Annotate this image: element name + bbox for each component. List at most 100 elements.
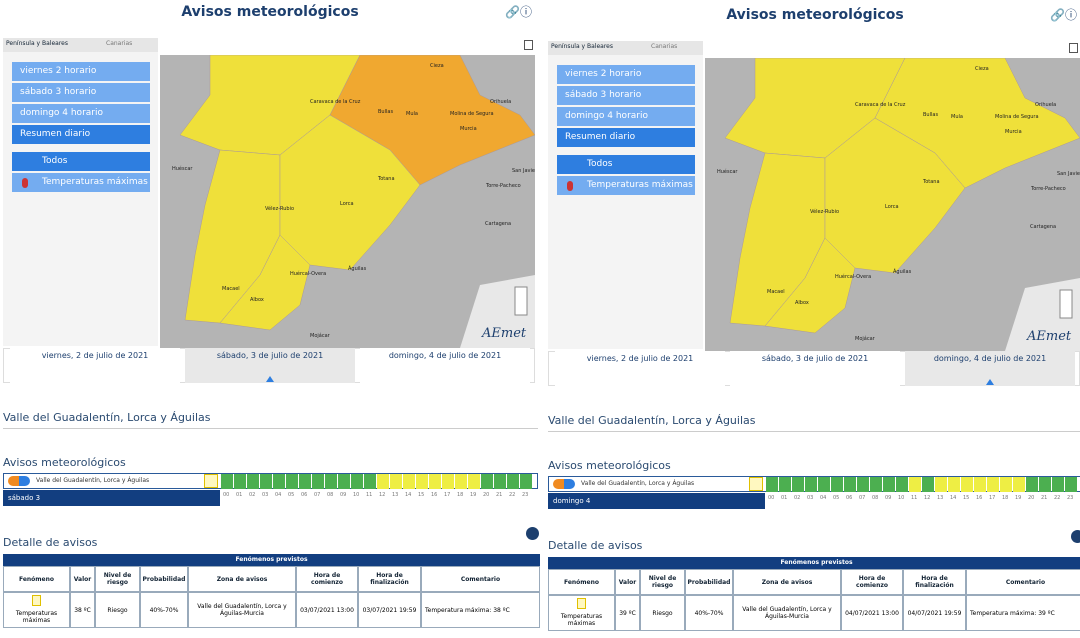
map-label: Cieza bbox=[430, 63, 444, 69]
map-label: Albox bbox=[795, 300, 809, 306]
map-label: Vélez-Rubio bbox=[265, 205, 294, 212]
hour-label: 16 bbox=[431, 492, 438, 498]
map-label: Cartagena bbox=[1030, 224, 1056, 230]
table-cell: 38 ºC bbox=[70, 592, 95, 628]
hour-label: 04 bbox=[275, 492, 282, 498]
title: Avisos meteorológicos bbox=[181, 4, 359, 20]
hour-label: 13 bbox=[392, 492, 399, 498]
region-tab[interactable]: Canarias bbox=[106, 40, 133, 47]
zoom-control bbox=[1059, 289, 1073, 319]
menu-item[interactable]: domingo 4 horario bbox=[557, 107, 695, 126]
map-label: Lorca bbox=[340, 201, 354, 207]
map-label: Orihuela bbox=[1035, 102, 1056, 108]
hour-cell bbox=[935, 477, 947, 492]
link-icon: 🔗ⓘ bbox=[1050, 8, 1077, 22]
map-label: San Javier bbox=[512, 168, 535, 174]
day-tab[interactable]: viernes, 2 de julio de 2021 bbox=[10, 348, 180, 383]
download-icon bbox=[1071, 530, 1080, 543]
map-label: Molina de Segura bbox=[450, 111, 494, 117]
timeline-day: domingo 4 bbox=[548, 493, 765, 509]
zone-heading: Valle del Guadalentín, Lorca y Águilas bbox=[548, 414, 756, 427]
table-cell: 39 ºC bbox=[615, 595, 640, 631]
hour-cell bbox=[390, 474, 402, 489]
filter-item[interactable]: Todos bbox=[557, 155, 695, 174]
active-marker bbox=[266, 376, 274, 382]
hour-label: 11 bbox=[911, 495, 918, 501]
hour-label: 10 bbox=[898, 495, 905, 501]
region-tab[interactable]: Península y Baleares bbox=[6, 40, 68, 47]
filter-item[interactable]: Temperaturas máximas bbox=[557, 176, 695, 195]
table-header: Comentario bbox=[421, 566, 540, 592]
table-cell: Temperatura máxima: 38 ºC bbox=[421, 592, 540, 628]
map-label: Orihuela bbox=[490, 99, 511, 105]
hour-label: 04 bbox=[820, 495, 827, 501]
link-icon: 🔗ⓘ bbox=[505, 5, 532, 19]
map-label: Huércal-Overa bbox=[835, 273, 871, 280]
day-tab[interactable]: domingo, 4 de julio de 2021 bbox=[360, 348, 530, 383]
hour-cell bbox=[494, 474, 506, 489]
menu-item[interactable]: viernes 2 horario bbox=[12, 62, 150, 81]
hour-label: 12 bbox=[379, 492, 386, 498]
map-label: Mula bbox=[406, 111, 418, 117]
hour-label: 12 bbox=[924, 495, 931, 501]
filter-item[interactable]: Todos bbox=[12, 152, 150, 171]
table-cell: Riesgo bbox=[640, 595, 685, 631]
print-icon bbox=[524, 40, 533, 50]
menu-item[interactable]: Resumen diario bbox=[12, 125, 150, 144]
warning-icon bbox=[749, 477, 763, 491]
menu-item[interactable]: Resumen diario bbox=[557, 128, 695, 147]
map-label: Caravaca de la Cruz bbox=[855, 102, 906, 108]
hour-cell bbox=[273, 474, 285, 489]
timeline-heading: Avisos meteorológicos bbox=[548, 459, 671, 472]
zoom-control bbox=[514, 286, 528, 316]
hour-cell bbox=[766, 477, 778, 492]
map-label: Cartagena bbox=[485, 221, 511, 227]
hour-cell bbox=[481, 474, 493, 489]
rss-icons bbox=[553, 479, 575, 489]
zone-south bbox=[219, 234, 311, 331]
filter-item[interactable]: Temperaturas máximas bbox=[12, 173, 150, 192]
panel: Avisos meteorológicos 🔗ⓘ Península y Balea… bbox=[0, 0, 540, 635]
hour-label: 06 bbox=[846, 495, 853, 501]
hour-cell bbox=[987, 477, 999, 492]
table-header: Nivel de riesgo bbox=[640, 569, 685, 595]
menu-item[interactable]: sábado 3 horario bbox=[557, 86, 695, 105]
hour-label: 08 bbox=[872, 495, 879, 501]
region-tab[interactable]: Península y Baleares bbox=[551, 43, 613, 50]
region-tab[interactable]: Canarias bbox=[651, 43, 678, 50]
detail-heading: Detalle de avisos bbox=[3, 536, 98, 549]
hour-cell bbox=[1052, 477, 1064, 492]
hour-label: 07 bbox=[314, 492, 321, 498]
table-cell: Temperatura máxima: 39 ºC bbox=[966, 595, 1080, 631]
table-header: Zona de avisos bbox=[188, 566, 296, 592]
menu-item[interactable]: viernes 2 horario bbox=[557, 65, 695, 84]
hour-label: 03 bbox=[262, 492, 269, 498]
menu-item[interactable]: sábado 3 horario bbox=[12, 83, 150, 102]
day-tab[interactable]: viernes, 2 de julio de 2021 bbox=[555, 351, 725, 386]
hour-label: 08 bbox=[327, 492, 334, 498]
map-label: Bullas bbox=[378, 109, 393, 115]
hour-label: 15 bbox=[963, 495, 970, 501]
map-label: Molina de Segura bbox=[995, 114, 1039, 120]
table-header: Valor bbox=[615, 569, 640, 595]
menu-item[interactable]: domingo 4 horario bbox=[12, 104, 150, 123]
warning-icon bbox=[204, 474, 218, 488]
hour-label: 13 bbox=[937, 495, 944, 501]
hour-cell bbox=[792, 477, 804, 492]
hour-cell bbox=[779, 477, 791, 492]
rss-icons bbox=[8, 476, 30, 486]
map-label: Águilas bbox=[893, 268, 912, 275]
hour-cell bbox=[1013, 477, 1025, 492]
day-tab[interactable]: sábado, 3 de julio de 2021 bbox=[730, 351, 900, 386]
hour-cell bbox=[260, 474, 272, 489]
hour-cell bbox=[818, 477, 830, 492]
map-label: Bullas bbox=[923, 112, 938, 118]
title: Avisos meteorológicos bbox=[726, 7, 904, 23]
hour-cell bbox=[520, 474, 532, 489]
hour-cell bbox=[247, 474, 259, 489]
map-label: Mula bbox=[951, 114, 963, 120]
hour-label: 01 bbox=[781, 495, 788, 501]
map-label: Macael bbox=[767, 289, 785, 295]
phenomenon-icon bbox=[577, 598, 586, 609]
